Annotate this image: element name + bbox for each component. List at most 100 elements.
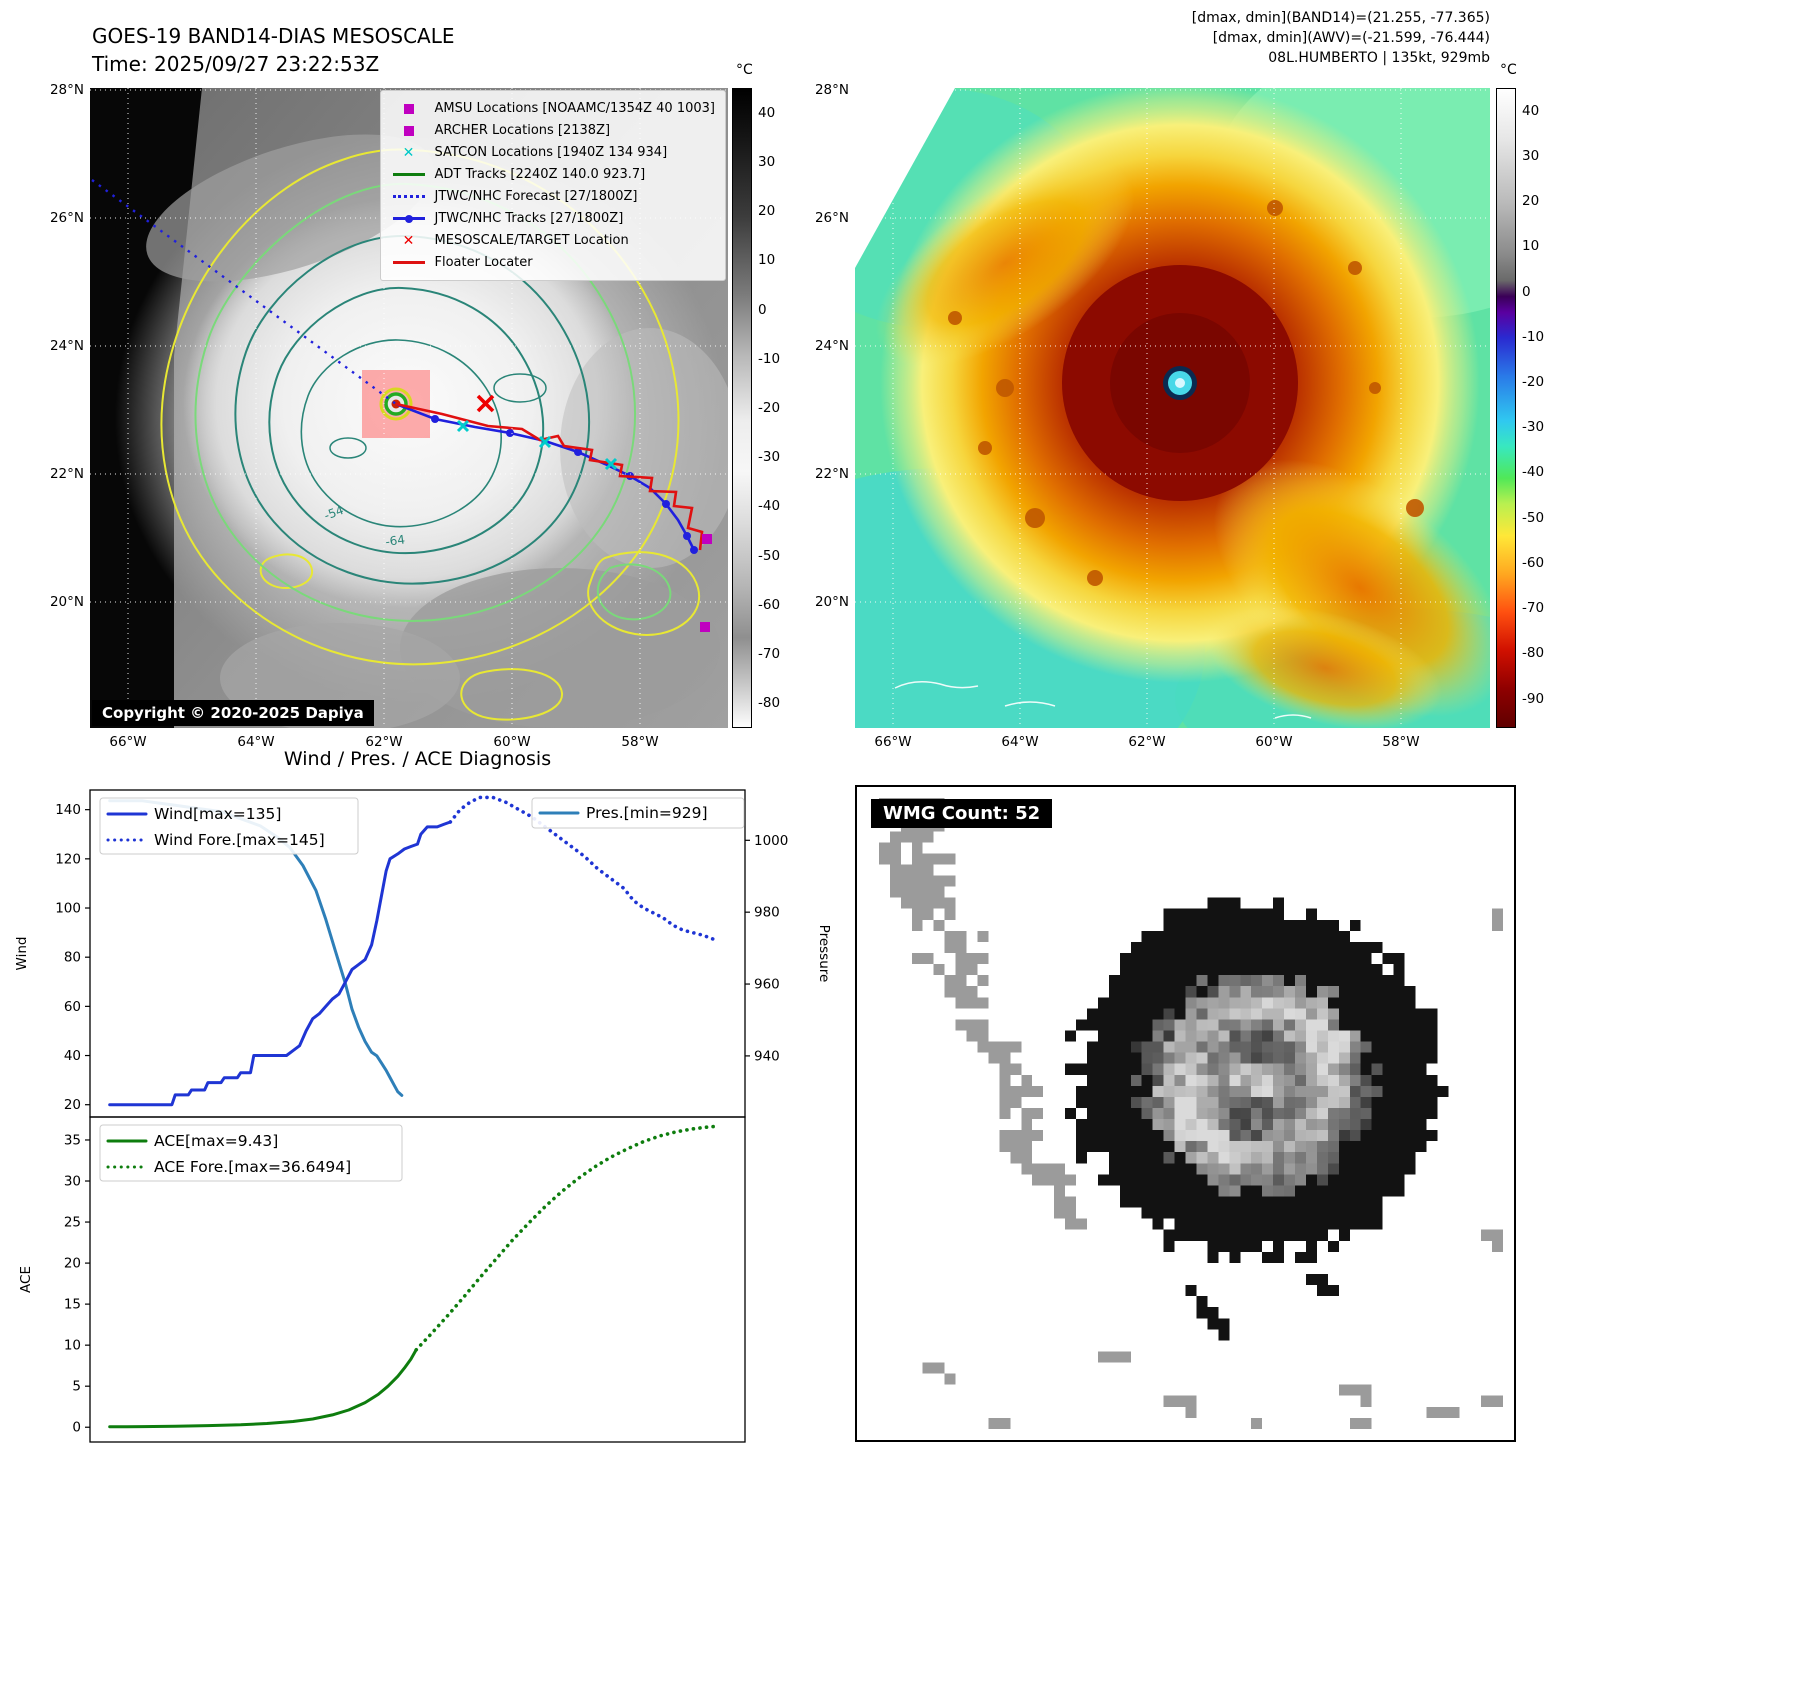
tr-colorbar-tick: -40 — [1522, 464, 1545, 481]
legend-label: ARCHER Locations [2138Z] — [434, 123, 611, 138]
tl-colorbar-tick: 10 — [758, 252, 776, 269]
tr-x-tick-label: 66°W — [874, 734, 912, 750]
chart-text: 25 — [64, 1215, 81, 1231]
tl-x-tick-label: 60°W — [493, 734, 531, 750]
tl-title-block: GOES-19 BAND14-DIAS MESOSCALE Time: 2025… — [92, 22, 455, 78]
tr-y-tick-label: 20°N — [814, 594, 849, 610]
tr-colorbar-tick: -10 — [1522, 328, 1545, 345]
line-marker-marker-icon — [391, 214, 427, 223]
tl-x-tick-label: 58°W — [621, 734, 659, 750]
archer-square-marker — [700, 622, 710, 632]
chart-text: 940 — [754, 1048, 780, 1064]
chart-text: 80 — [64, 950, 81, 966]
legend-item: ✕ MESOSCALE/TARGET Location — [391, 231, 715, 250]
tl-y-tick-label: 24°N — [49, 338, 84, 354]
legend-item: ✕ SATCON Locations [1940Z 134 934] — [391, 143, 715, 162]
chart-text: 20 — [64, 1256, 81, 1272]
tr-colorbar-tick: -60 — [1522, 554, 1545, 571]
tr-colorbar-tick: -50 — [1522, 509, 1545, 526]
contour-label-54: -54 — [322, 503, 345, 523]
legend-item: JTWC/NHC Tracks [27/1800Z] — [391, 209, 715, 228]
chart-text: ACE — [18, 1266, 34, 1293]
chart-text: 960 — [754, 977, 780, 993]
chart-text: 10 — [64, 1338, 81, 1354]
tl-colorbar-tick: -10 — [758, 350, 781, 367]
tr-storm-id: 08L.HUMBERTO | 135kt, 929mb — [1268, 50, 1490, 66]
chart-text: Pressure — [816, 925, 832, 983]
line-marker-icon — [391, 173, 427, 176]
tl-colorbar — [732, 88, 752, 728]
wmg-count-badge: WMG Count: 52 — [871, 799, 1053, 828]
tr-colorbar-tick: -70 — [1522, 600, 1545, 617]
series-Wind Fore.[max=145] — [448, 795, 718, 942]
tr-x-tick-label: 60°W — [1255, 734, 1293, 750]
tr-colorbar-unit: °C — [1500, 62, 1517, 78]
chart-text: 0 — [72, 1420, 81, 1436]
jtwc-forecast-line — [91, 179, 397, 405]
tr-colorbar-tick: 40 — [1522, 102, 1540, 119]
tl-colorbar-tick: -20 — [758, 400, 781, 416]
tr-header-block: [dmax, dmin](BAND14)=(21.255, -77.365) [… — [1192, 8, 1490, 68]
legend-item: ARCHER Locations [2138Z] — [391, 121, 715, 140]
tr-dmax-band14: [dmax, dmin](BAND14)=(21.255, -77.365) — [1191, 10, 1490, 26]
tl-colorbar-tick: 40 — [758, 104, 776, 121]
legend-label: JTWC/NHC Forecast [27/1800Z] — [434, 189, 638, 204]
chart-text: 60 — [64, 999, 81, 1015]
copyright-label: Copyright © 2020-2025 Dapiya — [92, 700, 374, 726]
tr-colorbar — [1496, 88, 1516, 728]
legend-item: Floater Locater — [391, 253, 715, 272]
tr-colorbar-tick: -90 — [1522, 690, 1545, 707]
chart-text: ACE[max=9.43] — [154, 1132, 278, 1150]
no-data-corner — [855, 88, 955, 268]
tl-colorbar-tick: -40 — [758, 498, 781, 515]
square-marker-icon — [391, 103, 427, 114]
chart-text: 35 — [64, 1132, 81, 1148]
tr-colorbar-tick: -80 — [1522, 645, 1545, 662]
chart-text: Pres.[min=929] — [586, 804, 708, 822]
tl-y-tick-label: 22°N — [49, 466, 84, 482]
coastlines — [894, 681, 1312, 719]
series-Wind[max=135] — [108, 820, 452, 1107]
tl-colorbar-tick: -60 — [758, 596, 781, 613]
legend-label: MESOSCALE/TARGET Location — [434, 233, 629, 248]
jtwc-track-points — [431, 415, 698, 554]
chart-legend-box — [99, 797, 359, 855]
tl-colorbar-tick: -70 — [758, 646, 781, 663]
tl-y-tick-label: 28°N — [49, 82, 84, 98]
square-marker-icon — [391, 125, 427, 136]
amsu-square-marker — [702, 534, 712, 544]
chart-text: 15 — [64, 1297, 81, 1313]
legend-item: JTWC/NHC Forecast [27/1800Z] — [391, 187, 715, 206]
tr-colorbar-tick: 0 — [1522, 283, 1531, 300]
legend-item: ADT Tracks [2240Z 140.0 923.7] — [391, 165, 715, 184]
contour-label-64: -64 — [384, 532, 405, 549]
floater-locater-line — [395, 402, 704, 551]
chart-text: 980 — [754, 905, 780, 921]
chart-text: Wind — [14, 937, 30, 971]
legend-label: Floater Locater — [434, 255, 533, 270]
tr-colorbar-tick: 30 — [1522, 147, 1540, 164]
latlon-gridlines — [90, 88, 728, 728]
tr-y-tick-label: 26°N — [814, 210, 849, 226]
chart-text: 120 — [55, 851, 81, 867]
tr-colorbar-tick: 10 — [1522, 238, 1540, 255]
chart-text: 1000 — [754, 833, 788, 849]
satcon-x-markers — [456, 419, 618, 471]
legend-label: AMSU Locations [NOAAMC/1354Z 40 1003] — [434, 101, 715, 116]
tl-colorbar-tick: 0 — [758, 301, 767, 318]
dotted-marker-icon — [391, 195, 427, 198]
tr-x-tick-label: 62°W — [1128, 734, 1166, 750]
tr-colorbar-tick: -20 — [1522, 373, 1545, 390]
legend-label: ADT Tracks [2240Z 140.0 923.7] — [434, 167, 646, 182]
tl-colorbar-unit: °C — [736, 62, 753, 78]
chart-text: ACE Fore.[max=36.6494] — [154, 1158, 351, 1176]
tl-x-tick-label: 64°W — [237, 734, 275, 750]
band14-satellite-map: -54 -64 AMSU Locations [NOAAMC/1354Z 40 … — [90, 88, 728, 728]
x-marker-icon: ✕ — [402, 232, 415, 249]
chart-text: 30 — [64, 1174, 81, 1190]
line-marker-icon — [391, 261, 427, 264]
tr-y-tick-label: 28°N — [814, 82, 849, 98]
ir-contours — [160, 148, 701, 721]
tl-subtitle: Time: 2025/09/27 23:22:53Z — [92, 52, 380, 76]
